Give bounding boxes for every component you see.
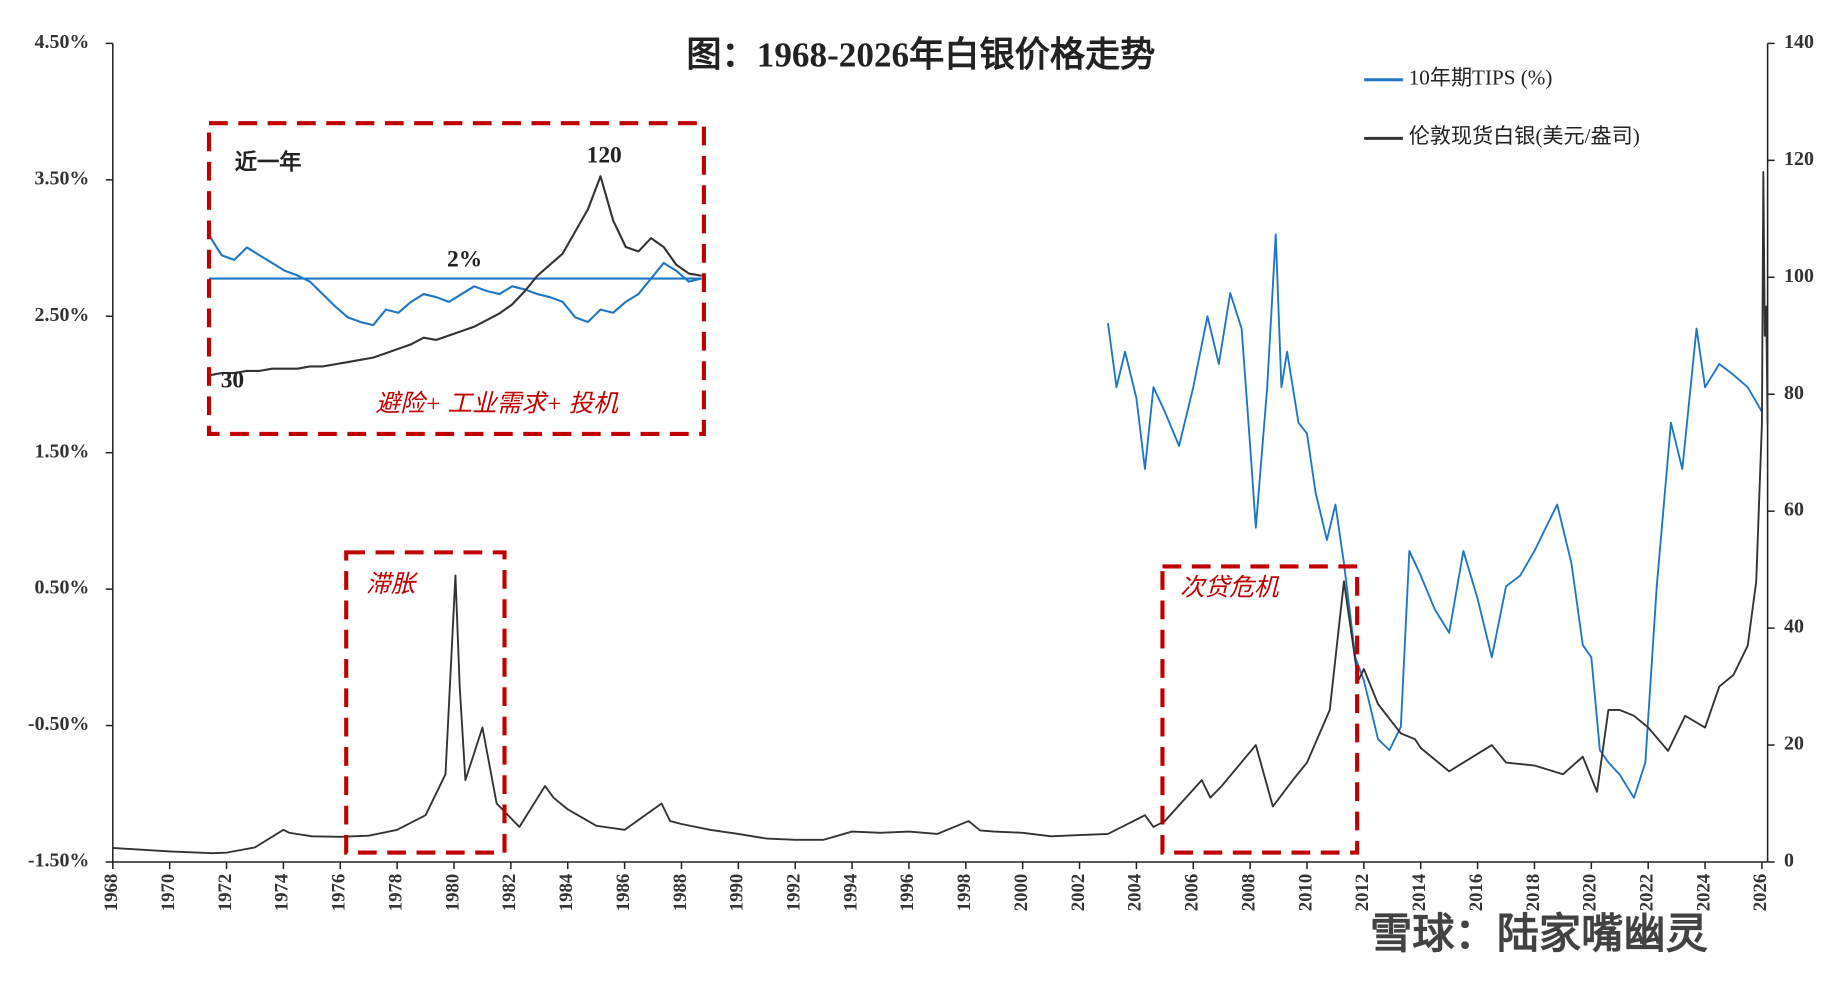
y-tick-label: 1.50%: [35, 440, 90, 462]
x-tick-label: 2024: [1693, 873, 1714, 911]
x-tick-label: 2000: [1011, 874, 1032, 912]
y-tick-label: -1.50%: [28, 850, 89, 872]
inset-note: 避险+ 工业需求+ 投机: [376, 390, 620, 417]
x-tick-label: 1986: [613, 874, 634, 912]
x-tick-label: 2014: [1409, 873, 1430, 911]
x-tick-label: 1980: [442, 874, 463, 912]
chart-title: 图：1968-2026年白银价格走势: [686, 36, 1155, 75]
x-tick-label: 2008: [1238, 874, 1259, 911]
inset-box: [206, 121, 706, 436]
plot-area: -1.50% -0.50% 0.50% 1.50% 2.50% 3.50% 4.50% 0 20…: [28, 31, 1814, 911]
x-tick-label: 1972: [215, 874, 236, 912]
x-tick-label: 2012: [1352, 874, 1373, 911]
y-tick-label: 4.50%: [35, 31, 90, 53]
legend-label: 伦敦现货白银(美元/盎司): [1409, 124, 1640, 148]
y-tick-label: 3.50%: [35, 167, 90, 189]
x-tick-label: 1990: [727, 874, 748, 912]
x-tick-label: 2022: [1637, 874, 1658, 911]
watermark: 雪球：陆家嘴幽灵: [1370, 911, 1709, 958]
x-tick-label: 2018: [1523, 874, 1544, 911]
x-tick-label: 2006: [1182, 874, 1203, 912]
x-tick-label: 1998: [954, 874, 975, 912]
inset-chart: 2%: [208, 175, 702, 377]
x-tick-label: 1976: [329, 874, 350, 912]
x-tick-label: 1982: [499, 874, 520, 912]
reference-label: 2%: [447, 246, 482, 272]
x-tick-label: 1968: [101, 874, 122, 912]
y-tick-label: 0.50%: [35, 577, 90, 599]
x-tick-label: 1984: [556, 873, 577, 911]
inset-label: 近一年: [235, 148, 302, 174]
y-tick-label: 2.50%: [35, 304, 90, 326]
x-tick-label: 1996: [897, 874, 918, 912]
y-tick-label: -0.50%: [28, 713, 89, 735]
x-tick-label: 2002: [1068, 874, 1089, 912]
x-tick-label: 2004: [1125, 873, 1146, 911]
x-tick-label: 2016: [1466, 874, 1487, 911]
y2-tick-label: 100: [1784, 265, 1814, 287]
inset-series-line: [208, 175, 702, 377]
annotation-box: [1160, 564, 1360, 855]
inset-annotation: 120: [587, 143, 622, 169]
legend-label: 10年期TIPS (%): [1409, 66, 1553, 90]
annotation: 滞胀: [366, 571, 419, 598]
y2-tick-label: 120: [1784, 148, 1814, 170]
series-line: [112, 171, 1769, 855]
inset-series-line: [208, 234, 702, 327]
series-line: [1107, 233, 1763, 799]
y2-tick-label: 40: [1784, 616, 1804, 638]
y2-tick-label: 140: [1784, 31, 1814, 53]
x-tick-label: 2026: [1750, 874, 1771, 911]
inset-annotation: 30: [221, 368, 244, 394]
annotation: 次贷危机: [1180, 575, 1280, 602]
x-tick-label: 1994: [840, 873, 861, 911]
x-tick-label: 1970: [158, 874, 179, 912]
x-tick-label: 2020: [1580, 874, 1601, 911]
y2-tick-label: 80: [1784, 382, 1804, 404]
annotation-box: [344, 550, 507, 855]
x-tick-label: 1978: [385, 874, 406, 912]
x-tick-label: 1974: [272, 873, 293, 911]
y2-tick-label: 60: [1784, 499, 1804, 521]
y2-tick-label: 20: [1784, 733, 1804, 755]
x-tick-label: 2010: [1295, 874, 1316, 911]
y2-tick-label: 0: [1784, 850, 1794, 872]
x-tick-label: 1988: [670, 874, 691, 912]
x-tick-label: 1992: [784, 874, 805, 912]
